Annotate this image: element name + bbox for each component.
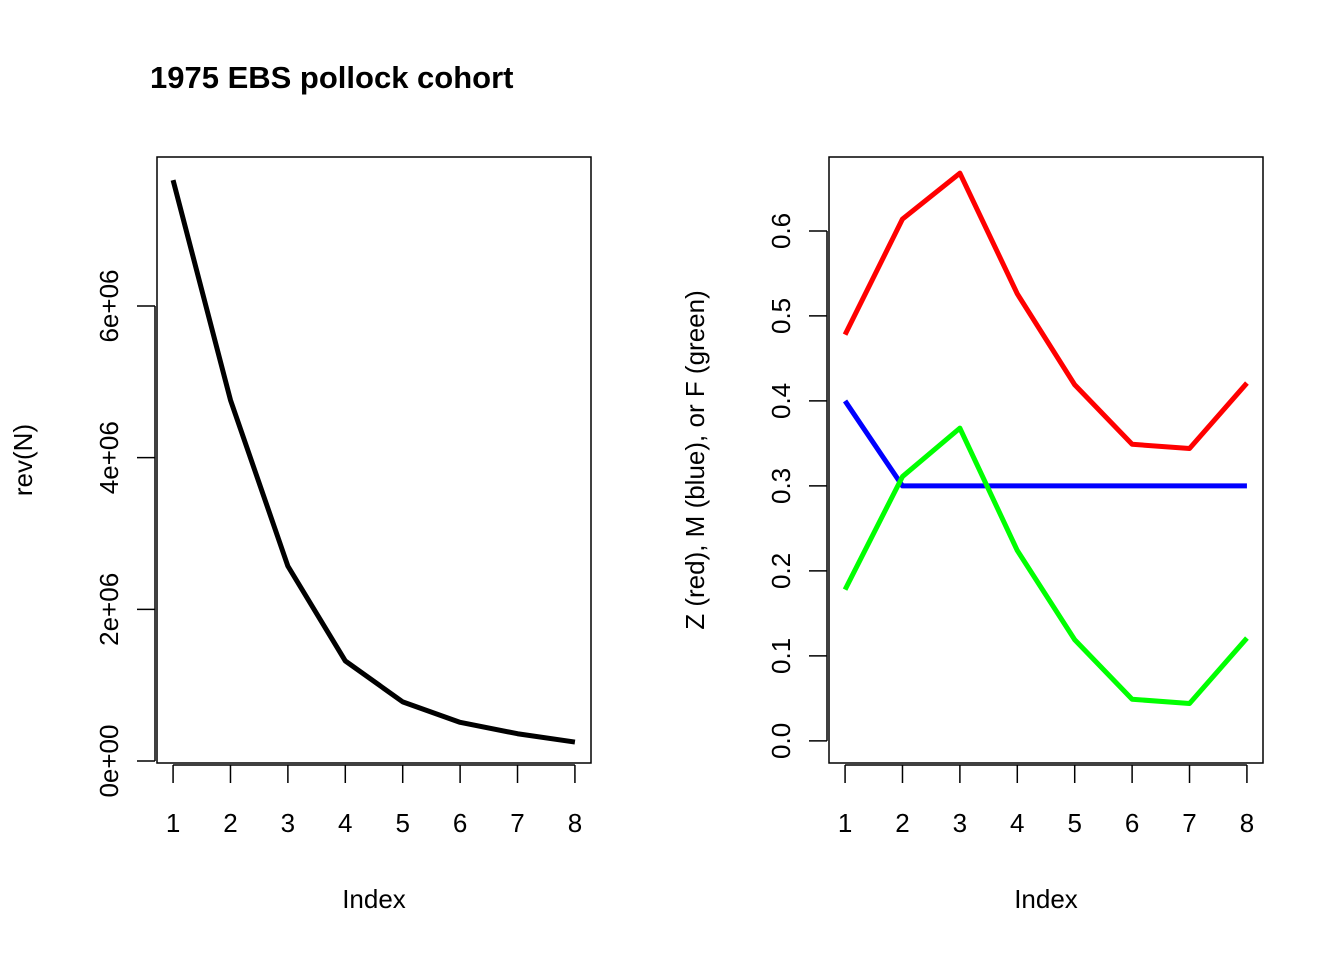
data-line [842,425,1249,707]
data-line [170,179,576,745]
plot-box [828,156,1264,764]
x-tick-label: 3 [281,808,295,838]
x-tick-label: 4 [1010,808,1024,838]
y-tick-label: 0.6 [766,213,796,249]
y-tick-label: 0.3 [766,468,796,504]
x-tick-label: 2 [223,808,237,838]
x-tick-label: 1 [838,808,852,838]
y-tick-label: 4e+06 [94,421,124,494]
y-tick-label: 0.1 [766,638,796,674]
x-tick-label: 7 [510,808,524,838]
x-tick-label: 3 [953,808,967,838]
x-tick-label: 6 [453,808,467,838]
y-tick-label: 0e+00 [94,725,124,798]
y-tick-label: 0.2 [766,553,796,589]
y-tick-label: 0.0 [766,723,796,759]
x-tick-label: 5 [1067,808,1081,838]
x-axis-label: Index [1014,884,1078,914]
data-line [843,399,1247,489]
y-tick-label: 6e+06 [94,270,124,343]
x-tick-label: 6 [1125,808,1139,838]
x-tick-label: 4 [338,808,352,838]
y-tick-label: 2e+06 [94,573,124,646]
data-line [842,170,1249,452]
x-axis-label: Index [342,884,406,914]
x-tick-label: 8 [568,808,582,838]
y-axis-label: rev(N) [8,424,38,496]
y-axis-label: Z (red), M (blue), or F (green) [680,290,710,630]
plot-box [156,156,592,764]
x-tick-label: 7 [1182,808,1196,838]
chart-title: 1975 EBS pollock cohort [150,60,514,95]
y-tick-label: 0.4 [766,383,796,419]
x-tick-label: 1 [166,808,180,838]
x-tick-label: 8 [1240,808,1254,838]
x-tick-label: 2 [895,808,909,838]
x-tick-label: 5 [395,808,409,838]
y-tick-label: 0.5 [766,298,796,334]
